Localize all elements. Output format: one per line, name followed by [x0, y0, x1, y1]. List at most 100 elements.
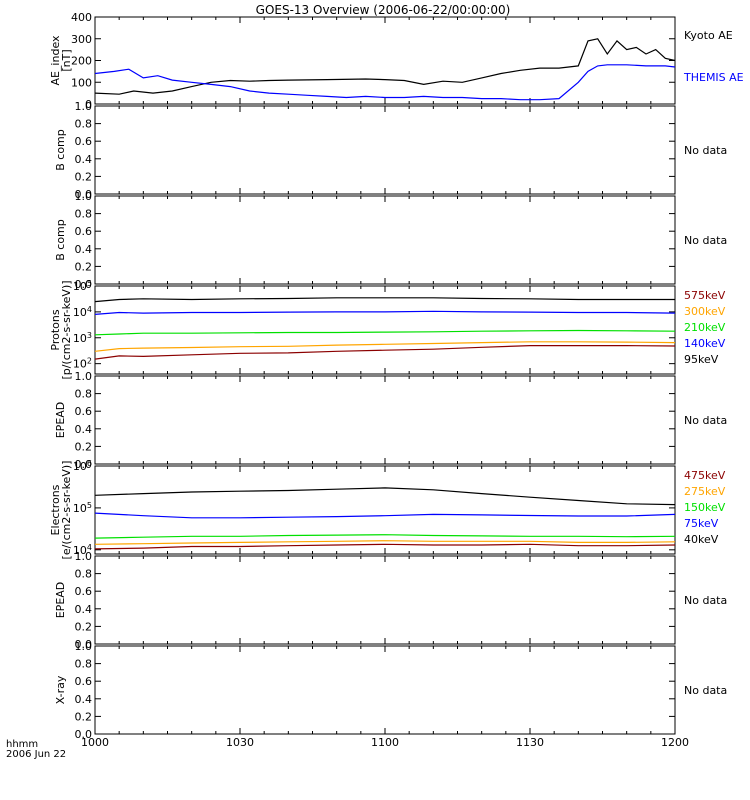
x-caption-hhmm: hhmm	[6, 739, 38, 750]
panel-8: 0.0 0.2 0.4 0.6 0.8 1.0 X-ray No data	[54, 640, 727, 741]
no-data-annotation: No data	[684, 414, 727, 427]
y-tick-label: 0.2	[75, 440, 93, 453]
y-axis-label: B comp	[54, 129, 67, 171]
legend-entry: 95keV	[684, 353, 719, 366]
panel-frame	[94, 375, 676, 465]
y-tick-label: 102	[73, 357, 92, 371]
y-tick-label: 105	[73, 501, 92, 515]
y-tick-label: 0.0	[75, 278, 93, 291]
x-tick-label: 1000	[81, 736, 109, 749]
y-tick-label: 1.0	[75, 190, 93, 203]
y-tick-label: 104	[73, 305, 92, 319]
panel-3: 0.0 0.2 0.4 0.6 0.8 1.0 B comp No data	[54, 190, 727, 291]
y-tick-label: 104	[73, 543, 92, 557]
y-axis-label: Electrons	[49, 484, 62, 535]
y-axis-label: [nT]	[60, 49, 73, 71]
panel-frame	[94, 105, 676, 195]
panel-frame	[94, 555, 676, 645]
panel-4: 102 103 104 105 Protons[p/(cm2-s-sr-keV)] 575…	[49, 279, 726, 380]
no-data-annotation: No data	[684, 234, 727, 247]
series-line-themis-ae	[94, 64, 676, 101]
y-tick-label: 0.2	[75, 620, 93, 633]
legend-entry: 575keV	[684, 289, 726, 302]
series-line-95kev	[94, 297, 675, 303]
y-tick-label: 0.6	[75, 675, 93, 688]
x-tick-label: 1130	[516, 736, 544, 749]
y-tick-label: 1.0	[75, 370, 93, 383]
y-axis-label: Protons	[49, 309, 62, 350]
y-tick-label: 1.0	[75, 100, 93, 113]
legend-entry: 40keV	[684, 533, 719, 546]
y-tick-label: 0.4	[75, 153, 93, 166]
series-line-575kev	[94, 345, 676, 360]
y-tick-label: 100	[71, 76, 92, 89]
panel-5: 0.0 0.2 0.4 0.6 0.8 1.0 EPEAD No data	[54, 370, 727, 471]
no-data-annotation: No data	[684, 594, 727, 607]
y-tick-label: 0.6	[75, 585, 93, 598]
y-tick-label: 0.8	[75, 568, 93, 581]
y-tick-label: 1.0	[75, 640, 93, 653]
series-line-210kev	[94, 329, 676, 336]
legend-entry: 475keV	[684, 469, 726, 482]
series-line-150kev	[94, 534, 676, 539]
y-tick-label: 0	[85, 98, 92, 111]
y-tick-label: 103	[73, 331, 92, 345]
panel-stack: 0 100 200 300 400 AE_index[nT] Kyoto AE THEMIS …	[49, 11, 744, 741]
y-tick-label: 0.8	[75, 388, 93, 401]
x-tick-label: 1030	[226, 736, 254, 749]
y-tick-label: 0.4	[75, 693, 93, 706]
series-line-475kev	[94, 543, 676, 550]
legend-entry: 300keV	[684, 305, 726, 318]
y-tick-label: 105	[73, 279, 92, 293]
no-data-annotation: No data	[684, 684, 727, 697]
panel-1: 0 100 200 300 400 AE_index[nT] Kyoto AE THEMIS …	[49, 11, 744, 111]
series-line-140kev	[94, 310, 676, 315]
figure-title: GOES-13 Overview (2006-06-22/00:00:00)	[256, 3, 511, 17]
series-line-300kev	[94, 341, 676, 352]
y-tick-label: 0.0	[75, 638, 93, 651]
y-tick-label: 0.0	[75, 728, 93, 741]
y-tick-label: 0.8	[75, 118, 93, 131]
y-tick-label: 0.0	[75, 188, 93, 201]
y-tick-label: 0.4	[75, 603, 93, 616]
legend-entry: 275keV	[684, 485, 726, 498]
y-tick-label: 0.6	[75, 225, 93, 238]
x-axis: 1000 1030 1100 1130 1200	[81, 736, 689, 749]
x-tick-label: 1200	[661, 736, 689, 749]
y-tick-label: 106	[73, 459, 92, 473]
legend-entry: 75keV	[684, 517, 719, 530]
panel-7: 0.0 0.2 0.4 0.6 0.8 1.0 EPEAD No data	[54, 550, 727, 651]
panel-frame	[94, 645, 676, 735]
y-axis-label: EPEAD	[54, 582, 67, 619]
y-axis-label: B comp	[54, 219, 67, 261]
x-caption-date: 2006 Jun 22	[6, 749, 66, 760]
legend-entry: THEMIS AE	[683, 71, 744, 84]
y-axis-label: [e/(cm2-s-sr-keV)]	[60, 461, 73, 560]
y-tick-label: 0.8	[75, 658, 93, 671]
y-axis-label: X-ray	[54, 675, 67, 704]
series-line-40kev	[94, 487, 676, 506]
y-tick-label: 0.6	[75, 405, 93, 418]
series-line-75kev	[94, 512, 676, 519]
y-tick-label: 0.6	[75, 135, 93, 148]
x-tick-label: 1100	[371, 736, 399, 749]
legend-entry: Kyoto AE	[684, 29, 733, 42]
legend-entry: 210keV	[684, 321, 726, 334]
y-axis-label: [p/(cm2-s-sr-keV)]	[60, 280, 73, 379]
panel-2: 0.0 0.2 0.4 0.6 0.8 1.0 B comp No data	[54, 100, 727, 201]
y-tick-label: 1.0	[75, 550, 93, 563]
panel-frame	[94, 195, 676, 285]
panel-frame	[94, 16, 676, 105]
y-tick-label: 0.2	[75, 170, 93, 183]
y-tick-label: 300	[71, 33, 92, 46]
panel-6: 104 105 106 Electrons[e/(cm2-s-sr-keV)] 475k…	[49, 459, 726, 559]
y-axis-label: EPEAD	[54, 402, 67, 439]
y-tick-label: 0.0	[75, 458, 93, 471]
no-data-annotation: No data	[684, 144, 727, 157]
legend-entry: 150keV	[684, 501, 726, 514]
legend-entry: 140keV	[684, 337, 726, 350]
y-axis-label: AE_index	[49, 35, 62, 86]
y-tick-label: 200	[71, 55, 92, 68]
series-line-kyoto-ae	[94, 38, 676, 95]
